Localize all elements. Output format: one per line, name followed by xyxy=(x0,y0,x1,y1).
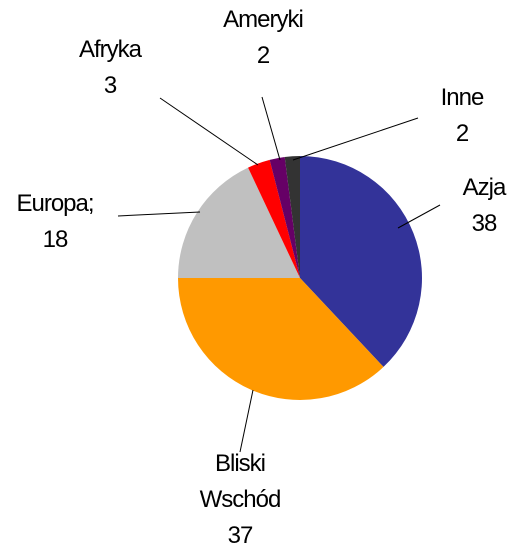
pie-slice xyxy=(269,156,300,278)
label-value: 2 xyxy=(256,42,270,69)
pie-slice xyxy=(284,156,300,278)
label-name: Azja xyxy=(462,174,507,201)
label-name: Ameryki xyxy=(223,6,304,33)
label-value: 18 xyxy=(42,226,69,253)
data-label: Azja 38 xyxy=(444,170,523,242)
label-name: Europa; xyxy=(16,190,94,217)
label-value: 38 xyxy=(471,210,498,237)
data-label: Afryka 3 xyxy=(60,32,160,104)
label-name: Inne xyxy=(440,84,485,111)
pie-slice xyxy=(178,167,300,278)
pie-slice xyxy=(300,156,422,367)
data-label: Bliski Wschód 37 xyxy=(175,446,305,550)
leader-line xyxy=(117,211,201,217)
label-name: Bliski Wschód xyxy=(199,450,282,513)
leader-line xyxy=(159,97,259,166)
data-label: Inne 2 xyxy=(422,80,502,152)
label-name: Afryka xyxy=(78,36,142,63)
label-value: 37 xyxy=(227,522,254,549)
pie-slice xyxy=(248,159,300,278)
label-value: 2 xyxy=(455,120,469,147)
label-value: 3 xyxy=(103,72,117,99)
leader-line xyxy=(261,96,281,161)
leader-line xyxy=(397,204,441,229)
data-label: Europa; 18 xyxy=(0,186,110,258)
data-label: Ameryki 2 xyxy=(203,2,323,74)
pie-slice xyxy=(178,278,384,400)
leader-line xyxy=(292,117,419,161)
leader-line xyxy=(239,389,254,453)
